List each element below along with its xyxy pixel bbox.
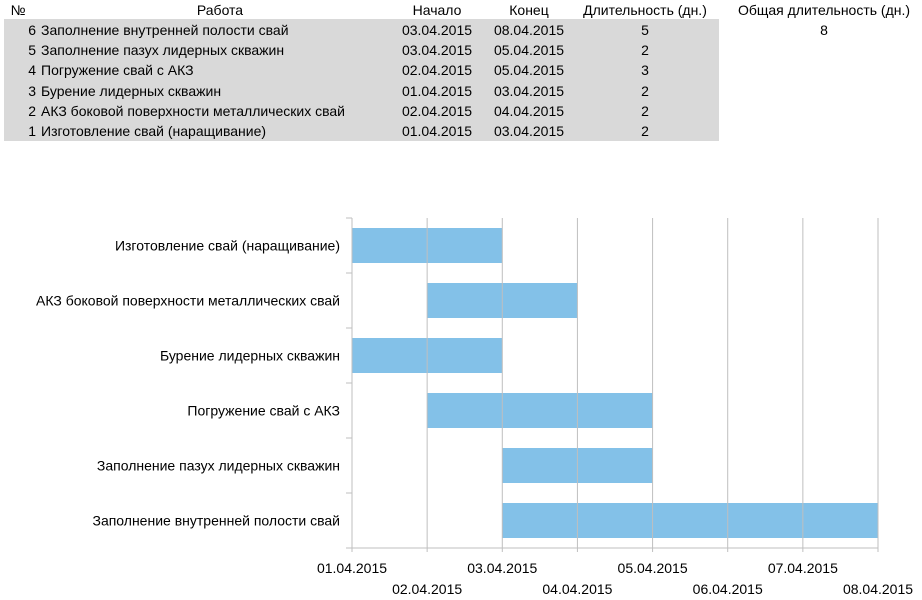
header-total-duration: Общая длительность (дн.) xyxy=(737,2,911,18)
table-cell-no: 2 xyxy=(28,102,36,119)
x-tick-label: 08.04.2015 xyxy=(843,581,913,597)
table-cell-start: 03.04.2015 xyxy=(401,42,473,59)
table-cell-no: 4 xyxy=(28,62,36,79)
category-label: АКЗ боковой поверхности металлических св… xyxy=(36,293,340,309)
category-label: Бурение лидерных скважин xyxy=(160,348,340,364)
table-cell-end: 03.04.2015 xyxy=(493,82,565,99)
x-tick-label: 05.04.2015 xyxy=(618,560,688,576)
table-background xyxy=(4,19,719,141)
header-end: Конец xyxy=(509,2,549,18)
gantt-bar xyxy=(427,393,653,428)
table-cell-end: 05.04.2015 xyxy=(493,62,565,79)
category-label: Изготовление свай (наращивание) xyxy=(115,238,340,254)
header-duration: Длительность (дн.) xyxy=(583,2,707,18)
table-cell-duration: 2 xyxy=(641,42,649,59)
table-cell-start: 02.04.2015 xyxy=(401,102,473,119)
x-tick-label: 06.04.2015 xyxy=(693,581,763,597)
table-cell-end: 05.04.2015 xyxy=(493,42,565,59)
header-no: № xyxy=(10,2,26,18)
table-cell-start: 02.04.2015 xyxy=(401,62,473,79)
x-tick-label: 07.04.2015 xyxy=(768,560,838,576)
category-label: Заполнение пазух лидерных скважин xyxy=(97,458,340,474)
table-cell-duration: 3 xyxy=(641,62,649,79)
x-tick-label: 04.04.2015 xyxy=(542,581,612,597)
table-cell-duration: 5 xyxy=(641,22,649,38)
table-cell-no: 5 xyxy=(28,42,36,59)
table-cell-duration: 2 xyxy=(641,82,649,99)
table-cell-end: 04.04.2015 xyxy=(493,102,565,119)
gantt-bar xyxy=(502,503,878,538)
header-work: Работа xyxy=(196,2,244,18)
table-cell-end: 08.04.2015 xyxy=(493,22,565,38)
x-tick-label: 02.04.2015 xyxy=(392,581,462,597)
table-cell-no: 6 xyxy=(28,22,36,38)
table-cell-work: Бурение лидерных скважин xyxy=(41,82,222,99)
table-cell-duration: 2 xyxy=(641,123,649,139)
table-cell-work: Заполнение внутренней полости свай xyxy=(41,22,289,38)
table-cell-start: 03.04.2015 xyxy=(401,22,473,38)
total-duration-value: 8 xyxy=(820,22,828,38)
table-cell-no: 3 xyxy=(28,82,36,99)
table-cell-work: Заполнение пазух лидерных скважин xyxy=(41,42,285,59)
table-cell-work: Погружение свай с АКЗ xyxy=(41,62,194,79)
header-start: Начало xyxy=(412,2,462,18)
table-cell-work: Изготовление свай (наращивание) xyxy=(41,123,267,139)
table-cell-start: 01.04.2015 xyxy=(401,123,473,139)
table-cell-start: 01.04.2015 xyxy=(401,82,473,99)
table-cell-work: АКЗ боковой поверхности металлических св… xyxy=(41,102,345,119)
x-tick-label: 01.04.2015 xyxy=(317,560,387,576)
category-label: Погружение свай с АКЗ xyxy=(187,403,340,419)
category-label: Заполнение внутренней полости свай xyxy=(92,513,340,529)
table-cell-no: 1 xyxy=(28,123,36,139)
x-tick-label: 03.04.2015 xyxy=(467,560,537,576)
table-cell-duration: 2 xyxy=(641,102,649,119)
table-cell-end: 03.04.2015 xyxy=(493,123,565,139)
